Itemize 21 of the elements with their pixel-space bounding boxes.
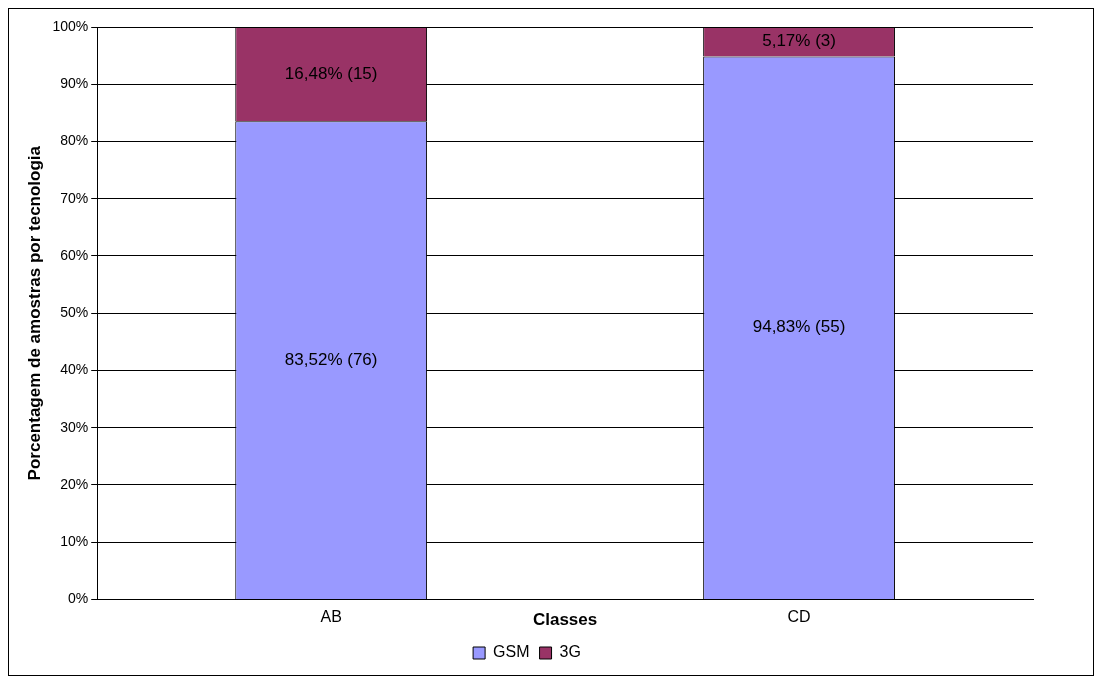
y-tick-label: 100%: [52, 17, 89, 34]
y-tick-label: 30%: [60, 418, 89, 435]
legend-label: 3G: [559, 643, 581, 661]
y-tick-label: 10%: [60, 533, 89, 550]
legend-label: GSM: [493, 643, 530, 661]
y-tick-label: 40%: [60, 361, 89, 378]
y-tick-label: 80%: [60, 132, 89, 149]
y-tick-label: 20%: [60, 475, 89, 492]
data-label: 5,17% (3): [762, 31, 836, 51]
x-axis-title: Classes: [532, 610, 598, 630]
x-tick-label: CD: [787, 608, 811, 626]
y-axis-title: Porcentagem de amostras por tecnologia: [24, 145, 44, 481]
data-label: 83,52% (76): [284, 349, 378, 369]
data-label: 94,83% (55): [752, 317, 846, 337]
y-tick-label: 50%: [60, 304, 89, 321]
data-label: 16,48% (15): [284, 63, 378, 83]
y-tick-label: 0%: [67, 590, 89, 607]
y-tick-label: 60%: [60, 246, 89, 263]
y-tick-label: 70%: [60, 189, 89, 206]
x-tick-label: AB: [320, 608, 342, 626]
y-tick-label: 90%: [60, 75, 89, 92]
